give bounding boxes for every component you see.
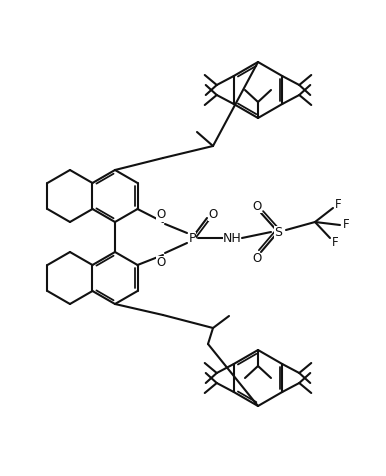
Text: O: O <box>156 256 166 268</box>
Text: F: F <box>335 198 341 211</box>
Text: O: O <box>252 199 262 212</box>
Text: O: O <box>156 208 166 221</box>
Text: F: F <box>343 218 349 231</box>
Text: P: P <box>188 231 196 245</box>
Text: O: O <box>252 252 262 266</box>
Text: S: S <box>274 226 282 238</box>
Text: F: F <box>332 236 338 248</box>
Text: O: O <box>208 208 218 220</box>
Text: NH: NH <box>223 231 241 245</box>
